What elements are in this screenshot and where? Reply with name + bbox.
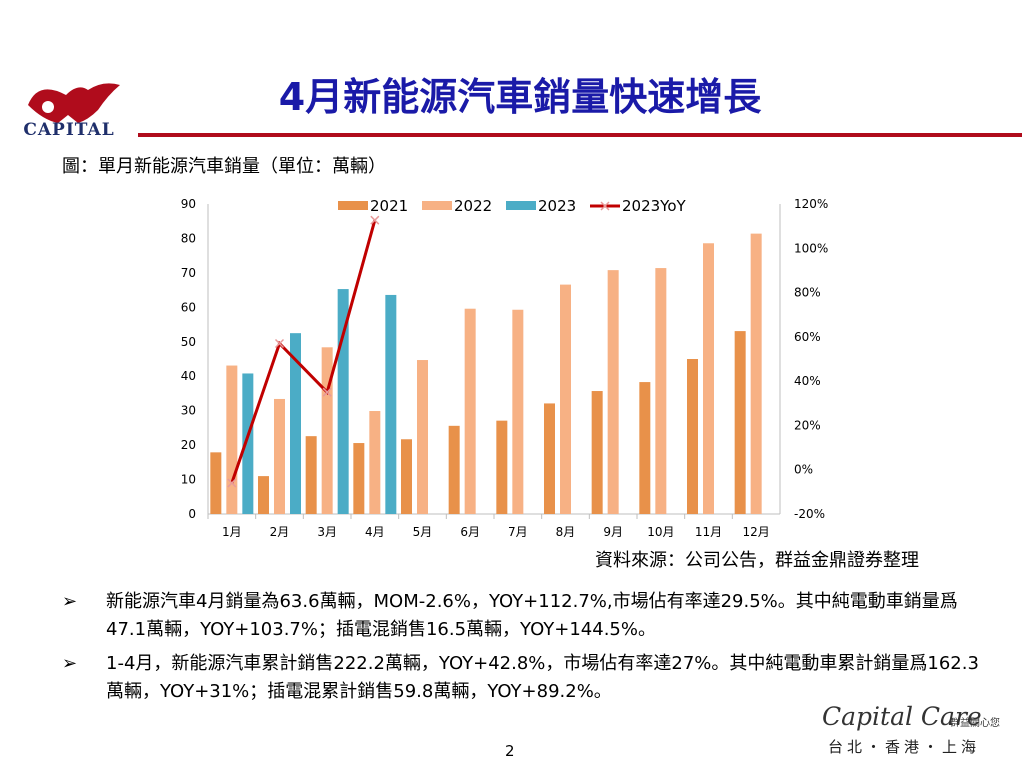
y2-tick-label: 100%: [794, 241, 828, 255]
y-tick-label: 20: [181, 438, 196, 452]
bar-2023: [242, 373, 254, 514]
x-tick-label: 1月: [222, 525, 242, 539]
arrow-bullet-icon: ➢: [62, 591, 78, 612]
sales-chart: 0 10 20 30 40 50 60 70 80 90 -20% 0% 20% 40% 60% 80% 100…: [181, 197, 829, 539]
bar-2022: [369, 411, 381, 514]
point-2023YoY: [274, 338, 285, 349]
y2-tick-label: 20%: [794, 418, 821, 432]
legend-swatch-2023: [506, 201, 536, 210]
y2-tick-label: -20%: [794, 507, 825, 521]
line-2023YoY: [230, 219, 377, 484]
bar-2021: [258, 476, 269, 514]
legend-marker-2023YoY: [600, 201, 610, 211]
y2-tick-label: 0%: [794, 463, 813, 477]
point-2023YoY: [370, 215, 380, 225]
y2-tick-label: 60%: [794, 330, 821, 344]
y-tick-label: 60: [181, 300, 196, 314]
legend-label-2022: 2022: [454, 197, 492, 215]
bar-2022: [750, 233, 762, 514]
brand-tagline: 群益關心您: [950, 718, 1000, 729]
bar-2021: [448, 425, 460, 514]
bar-2022: [560, 284, 571, 514]
legend-label-2023YoY: 2023YoY: [622, 197, 687, 215]
point-2023YoY: [322, 387, 332, 397]
x-tick-label: 10月: [647, 525, 674, 539]
bar-2021: [687, 359, 698, 514]
y-tick-label: 10: [181, 473, 196, 487]
bar-2021: [401, 439, 412, 514]
bar-2021: [734, 331, 746, 514]
bar-2022: [226, 365, 238, 514]
bullet-list: ➢ 新能源汽車4月銷量為63.6萬輛，MOM-2.6%，YOY+112.7%,市…: [62, 588, 992, 712]
x-tick-label: 12月: [743, 525, 770, 539]
capital-logo: [28, 83, 120, 123]
bar-2022: [464, 308, 476, 514]
y-tick-label: 50: [181, 335, 196, 349]
point-2023YoY: [227, 478, 237, 488]
arrow-bullet-icon: ➢: [62, 653, 78, 674]
x-tick-label: 3月: [317, 525, 337, 539]
page-number: 2: [505, 742, 515, 760]
bar-2021: [353, 443, 365, 514]
bar-2021: [210, 452, 222, 514]
bar-2021: [591, 391, 603, 514]
page-title: 4月新能源汽車銷量快速增長: [278, 75, 762, 119]
eagle-icon: [28, 83, 120, 123]
legend-swatch-2021: [338, 201, 368, 210]
bar-2022: [274, 398, 285, 514]
bar-2022: [321, 347, 333, 514]
bullet-text: 1-4月，新能源汽車累計銷售222.2萬輛，YOY+42.8%，市場佔有率達27…: [106, 653, 979, 702]
bar-2022: [655, 268, 667, 514]
bar-2021: [544, 403, 555, 514]
x-tick-label: 7月: [508, 525, 528, 539]
bullet-text: 新能源汽車4月銷量為63.6萬輛，MOM-2.6%，YOY+112.7%,市場佔…: [106, 591, 958, 640]
bar-2023: [290, 333, 301, 514]
x-tick-label: 8月: [556, 525, 576, 539]
y-tick-label: 80: [181, 231, 196, 245]
capital-care-brand: Capital Care 群益關心您 台北・香港・上海: [822, 702, 1018, 764]
x-tick-label: 9月: [603, 525, 623, 539]
y2-tick-label: 120%: [794, 197, 828, 211]
bullet-item: ➢ 1-4月，新能源汽車累計銷售222.2萬輛，YOY+42.8%，市場佔有率達…: [62, 650, 992, 706]
brand-script: Capital Care: [822, 702, 982, 731]
y-tick-label: 90: [181, 197, 196, 211]
bar-2022: [417, 360, 428, 514]
y2-tick-label: 40%: [794, 374, 821, 388]
x-tick-label: 6月: [460, 525, 480, 539]
bar-2022: [703, 243, 714, 514]
y2-tick-label: 80%: [794, 286, 821, 300]
y-tick-label: 70: [181, 266, 196, 280]
chart-caption: 圖：單月新能源汽車銷量（單位：萬輛）: [62, 156, 386, 177]
y-tick-label: 40: [181, 369, 196, 383]
bar-2023: [385, 294, 397, 514]
y-tick-label: 0: [188, 507, 196, 521]
legend-label-2023: 2023: [538, 197, 576, 215]
bar-2021: [639, 382, 651, 514]
x-tick-label: 4月: [365, 525, 385, 539]
x-tick-label: 2月: [270, 525, 290, 539]
bullet-item: ➢ 新能源汽車4月銷量為63.6萬輛，MOM-2.6%，YOY+112.7%,市…: [62, 588, 992, 644]
title-rule: [138, 133, 1022, 137]
brand-cities: 台北・香港・上海: [828, 738, 981, 756]
y-tick-label: 30: [181, 404, 196, 418]
legend-label-2021: 2021: [370, 197, 408, 215]
x-tick-label: 5月: [413, 525, 433, 539]
bar-2022: [607, 270, 619, 514]
logo-text: CAPITAL: [23, 120, 115, 140]
source-note: 資料來源：公司公告，群益金鼎證券整理: [595, 550, 919, 571]
bar-2022: [512, 309, 524, 514]
x-tick-label: 11月: [695, 525, 722, 539]
bar-2021: [305, 436, 317, 514]
bar-2021: [496, 420, 508, 514]
legend-swatch-2022: [422, 201, 452, 210]
bar-2023: [337, 289, 349, 514]
